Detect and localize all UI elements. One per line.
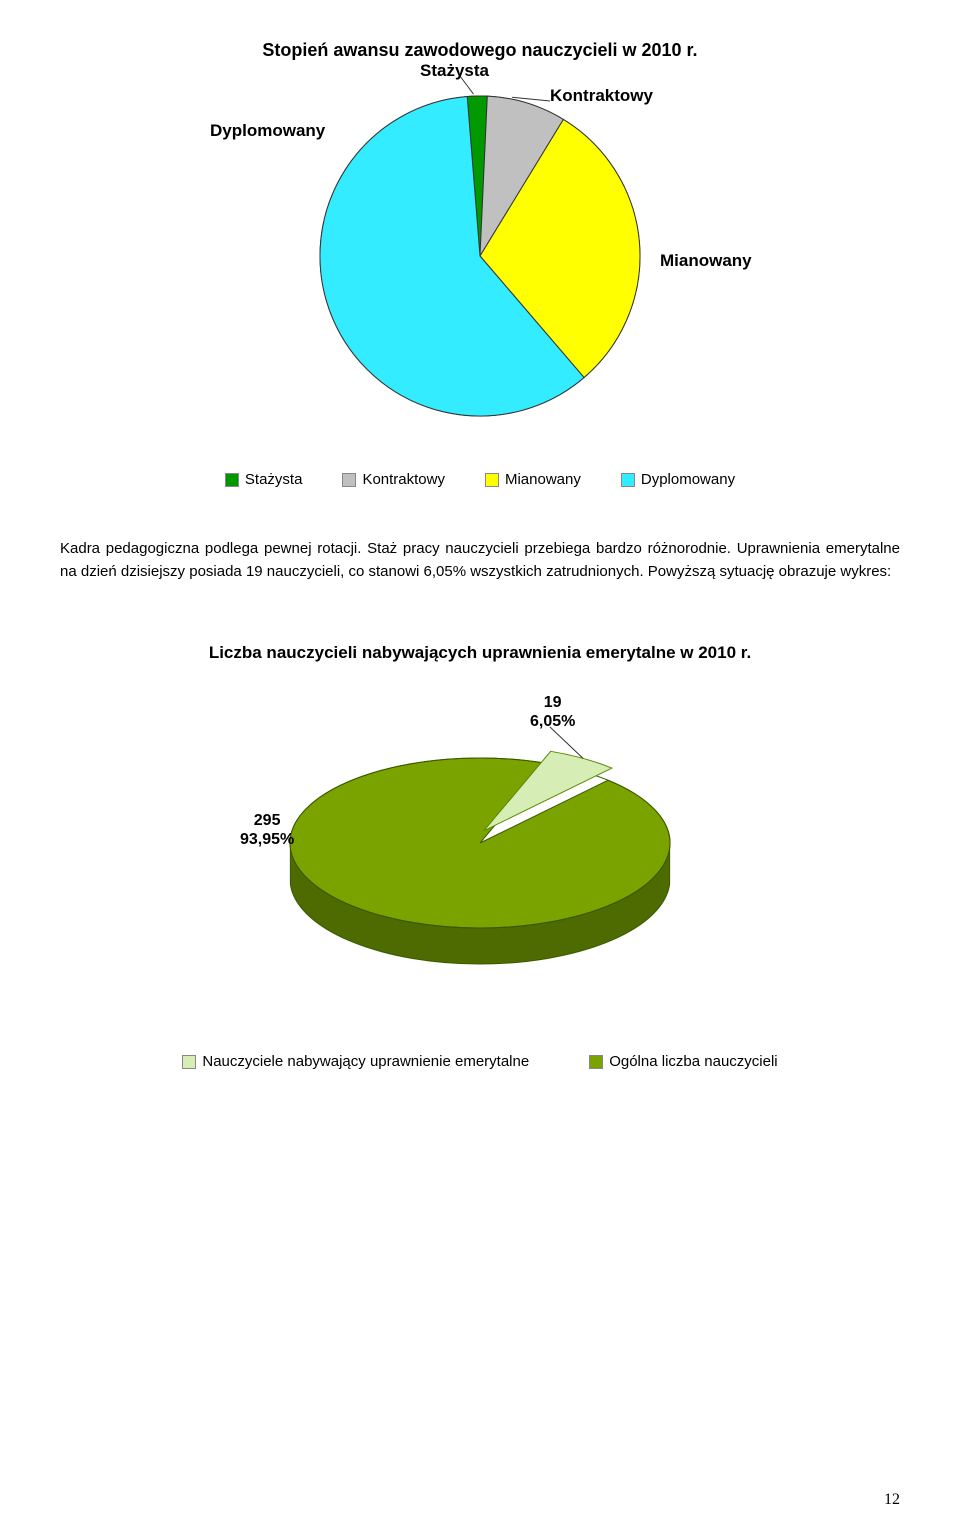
pie3d-label-big: 29593,95% [240,811,294,849]
pie3d-label-small: 196,05% [530,693,575,731]
swatch-dyplomowany [621,473,635,487]
legend-label: Kontraktowy [362,471,445,488]
chart1-title: Stopień awansu zawodowego nauczycieli w … [60,40,900,61]
legend-label: Mianowany [505,471,581,488]
chart2-title: Liczba nauczycieli nabywających uprawnie… [60,643,900,663]
pie-label-mianowany: Mianowany [660,251,752,271]
legend-item-mianowany: Mianowany [485,471,581,488]
legend-label: Stażysta [245,471,303,488]
legend-label: Ogólna liczba nauczycieli [609,1053,777,1070]
legend-item-dyplomowany: Dyplomowany [621,471,735,488]
swatch-total [589,1055,603,1069]
swatch-stazysta [225,473,239,487]
legend-label: Nauczyciele nabywający uprawnienie emery… [202,1053,529,1070]
pie-label-stazysta: Stażysta [420,61,489,81]
legend-item-acquiring: Nauczyciele nabywający uprawnienie emery… [182,1053,529,1070]
chart1-legend: Stażysta Kontraktowy Mianowany Dyplomowa… [60,471,900,488]
swatch-kontraktowy [342,473,356,487]
chart1-pie [300,71,660,431]
page-number: 12 [884,1491,900,1509]
legend-label: Dyplomowany [641,471,735,488]
legend-item-stazysta: Stażysta [225,471,303,488]
body-paragraph: Kadra pedagogiczna podlega pewnej rotacj… [60,538,900,583]
chart2-legend: Nauczyciele nabywający uprawnienie emery… [60,1053,900,1070]
pie-label-kontraktowy: Kontraktowy [550,86,653,106]
legend-item-total: Ogólna liczba nauczycieli [589,1053,777,1070]
chart1-area: Stażysta Kontraktowy Dyplomowany Mianowa… [220,71,740,451]
chart2-area: 196,05% 29593,95% [220,693,740,1013]
legend-item-kontraktowy: Kontraktowy [342,471,445,488]
swatch-mianowany [485,473,499,487]
swatch-acquiring [182,1055,196,1069]
chart2-pie3d [220,693,740,1013]
pie-label-dyplomowany: Dyplomowany [210,121,325,141]
